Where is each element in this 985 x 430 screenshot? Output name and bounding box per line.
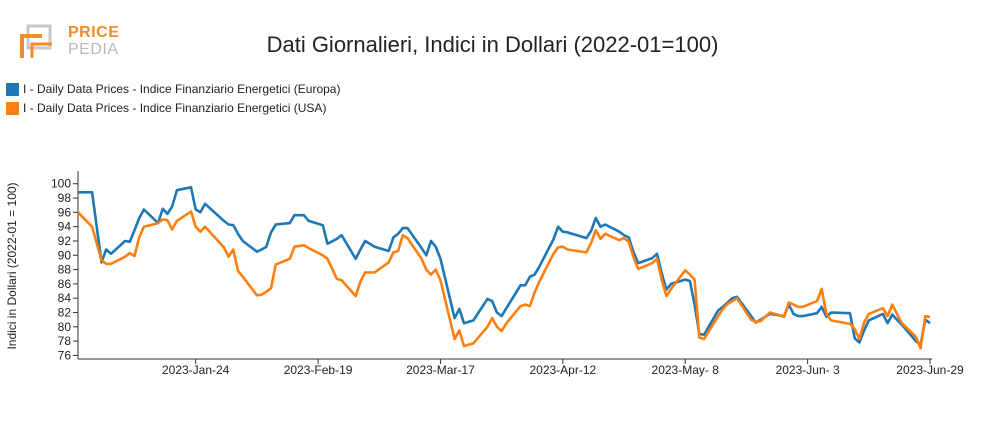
legend-swatch-usa — [6, 101, 19, 115]
logo-text-price: PRICE — [68, 24, 120, 41]
legend-swatch-europa — [6, 82, 19, 96]
series-line-europa — [78, 186, 931, 346]
y-tick-label: 90 — [58, 248, 72, 262]
y-tick-label: 94 — [58, 220, 72, 234]
y-axis-title: Indici in Dollari (2022-01 = 100) — [5, 182, 19, 349]
series-line-usa — [77, 210, 931, 350]
x-tick-label: 2023-Jun- 3 — [776, 363, 840, 377]
pricepedia-logo: PRICE PEDIA — [18, 22, 128, 62]
y-tick-label: 76 — [58, 348, 72, 362]
y-tick-label: 82 — [58, 306, 72, 320]
x-tick-label: 2023-Jun-29 — [896, 363, 964, 377]
chart-title: Dati Giornalieri, Indici in Dollari (202… — [266, 32, 719, 57]
x-tick-label: 2023-Apr-12 — [529, 363, 596, 377]
legend-item-usa[interactable]: I - Daily Data Prices - Indice Finanziar… — [6, 101, 326, 115]
y-tick-label: 92 — [58, 234, 72, 248]
y-tick-label: 98 — [58, 191, 72, 205]
y-tick-label: 80 — [58, 320, 72, 334]
legend-item-europa[interactable]: I - Daily Data Prices - Indice Finanziar… — [6, 82, 340, 96]
y-tick-label: 88 — [58, 263, 72, 277]
logo-text-pedia: PEDIA — [68, 41, 119, 58]
y-tick-label: 84 — [58, 291, 72, 305]
y-tick-label: 100 — [51, 177, 71, 191]
x-tick-label: 2023-Feb-19 — [284, 363, 353, 377]
x-tick-label: 2023-Jan-24 — [162, 363, 230, 377]
y-tick-label: 78 — [58, 334, 72, 348]
legend-label-usa: I - Daily Data Prices - Indice Finanziar… — [23, 101, 327, 115]
y-tick-label: 96 — [58, 205, 72, 219]
legend-label-europa: I - Daily Data Prices - Indice Finanziar… — [23, 82, 341, 96]
logo-mark-icon — [20, 24, 52, 58]
y-tick-label: 86 — [58, 277, 72, 291]
x-axis: 2023-Jan-24 2023-Feb-19 2023-Mar-17 2023-Ap… — [78, 358, 964, 377]
series-layer — [77, 186, 931, 350]
x-tick-label: 2023-May- 8 — [652, 363, 720, 377]
x-tick-label: 2023-Mar-17 — [406, 363, 475, 377]
